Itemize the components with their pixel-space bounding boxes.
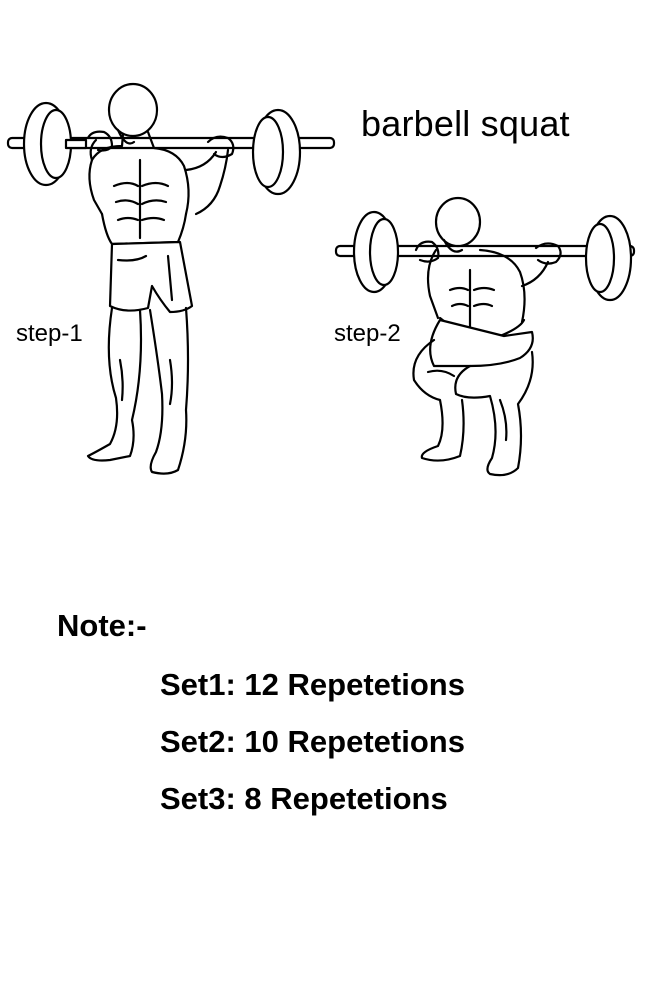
step-2-label: step-2 — [334, 320, 401, 347]
set-3-item: Set3: 8 Repetetions — [160, 781, 448, 816]
note-heading: Note:- — [57, 608, 147, 643]
set-1-item: Set1: 12 Repetetions — [160, 667, 465, 702]
exercise-illustration — [0, 0, 667, 500]
sets-list: Set1: 12 Repetetions Set2: 10 Repetetion… — [160, 665, 465, 836]
standing-figure — [6, 82, 336, 475]
exercise-title: barbell squat — [361, 103, 570, 144]
step-1-label: step-1 — [16, 320, 83, 347]
squatting-figure — [334, 196, 636, 477]
set-2-item: Set2: 10 Repetetions — [160, 724, 465, 759]
